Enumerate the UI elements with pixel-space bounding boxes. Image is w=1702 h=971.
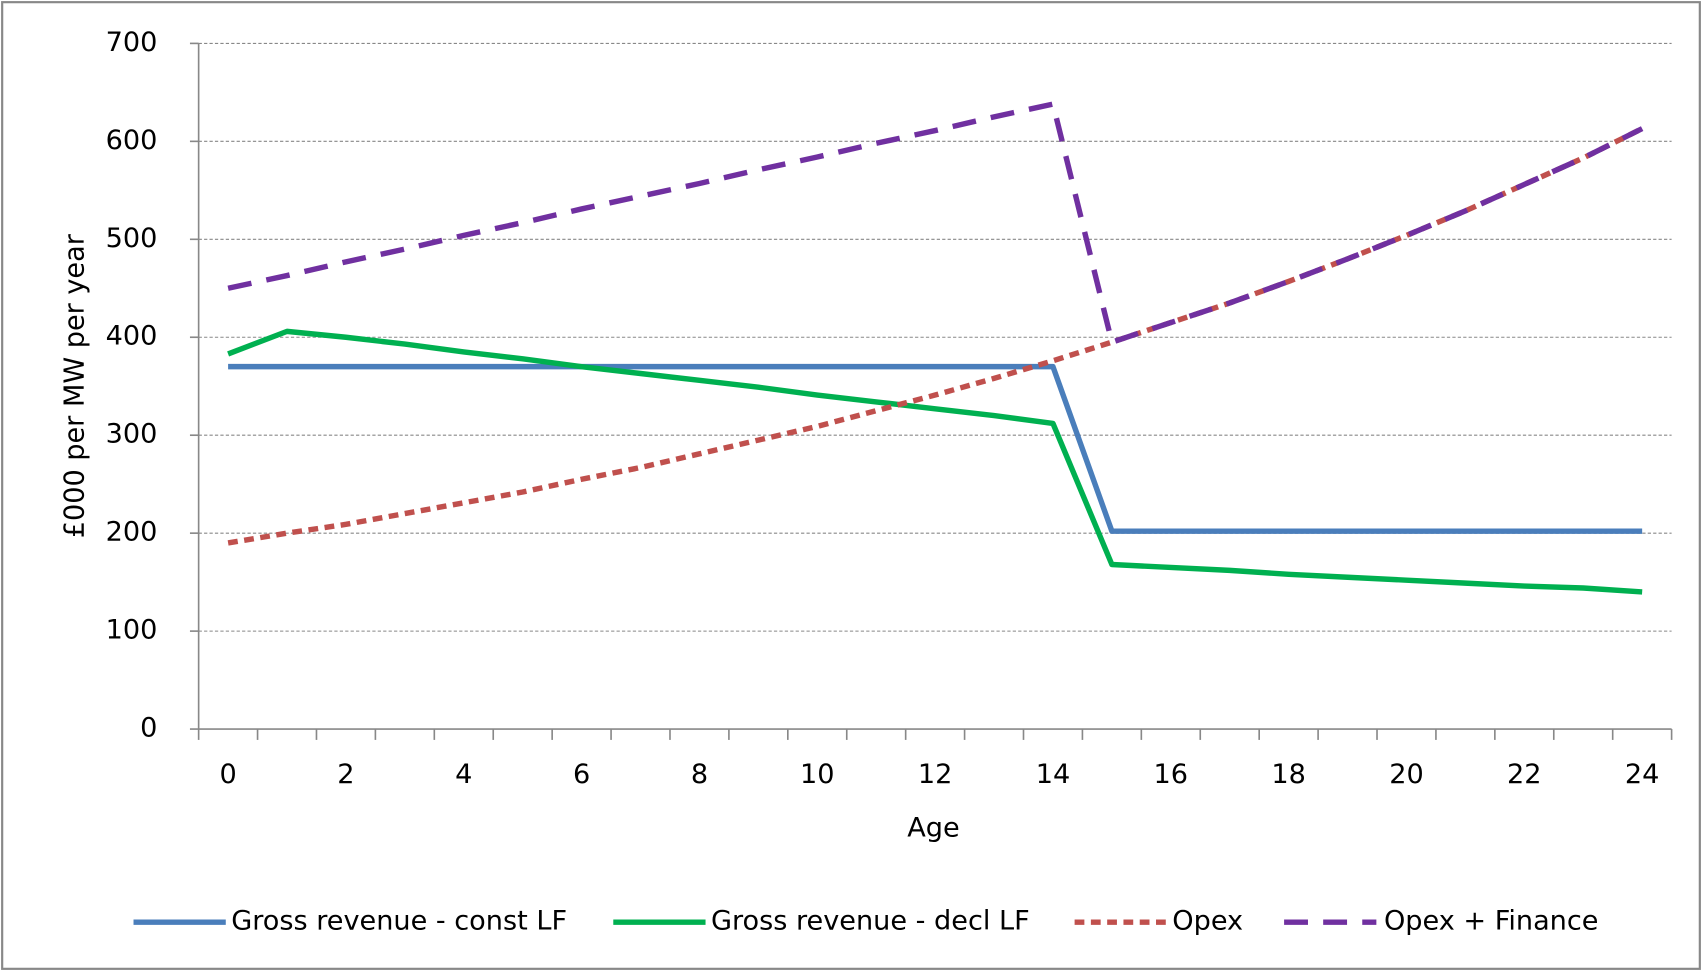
legend-label: Opex bbox=[1172, 906, 1243, 937]
y-tick-label: 200 bbox=[106, 517, 158, 548]
x-tick-label: 10 bbox=[800, 759, 835, 790]
x-tick-label: 2 bbox=[337, 759, 354, 790]
x-tick-label: 8 bbox=[691, 759, 708, 790]
series-line bbox=[227, 126, 1644, 546]
x-tick-label: 18 bbox=[1271, 759, 1306, 790]
x-tick-label: 0 bbox=[219, 759, 236, 790]
x-tick-label: 4 bbox=[455, 759, 472, 790]
legend-label: Gross revenue - decl LF bbox=[711, 906, 1030, 937]
y-tick-label: 400 bbox=[106, 321, 158, 352]
y-tick-label: 600 bbox=[106, 125, 158, 156]
x-axis-title: Age bbox=[907, 812, 959, 843]
x-tick-label: 22 bbox=[1507, 759, 1542, 790]
legend-label: Opex + Finance bbox=[1384, 906, 1599, 937]
series-line bbox=[227, 328, 1643, 595]
x-tick-label: 12 bbox=[918, 759, 953, 790]
y-axis-title: £000 per MW per year bbox=[59, 233, 90, 538]
y-tick-label: 700 bbox=[106, 27, 158, 58]
series-line bbox=[227, 101, 1644, 345]
y-tick-label: 0 bbox=[140, 713, 157, 744]
x-tick-label: 14 bbox=[1036, 759, 1071, 790]
x-tick-label: 6 bbox=[573, 759, 590, 790]
x-tick-label: 16 bbox=[1154, 759, 1189, 790]
y-tick-label: 500 bbox=[106, 223, 158, 254]
series-line bbox=[228, 363, 1643, 534]
x-tick-label: 20 bbox=[1389, 759, 1424, 790]
y-tick-label: 300 bbox=[106, 419, 158, 450]
x-tick-label: 24 bbox=[1625, 759, 1660, 790]
legend-label: Gross revenue - const LF bbox=[231, 906, 567, 937]
y-tick-label: 100 bbox=[106, 615, 158, 646]
